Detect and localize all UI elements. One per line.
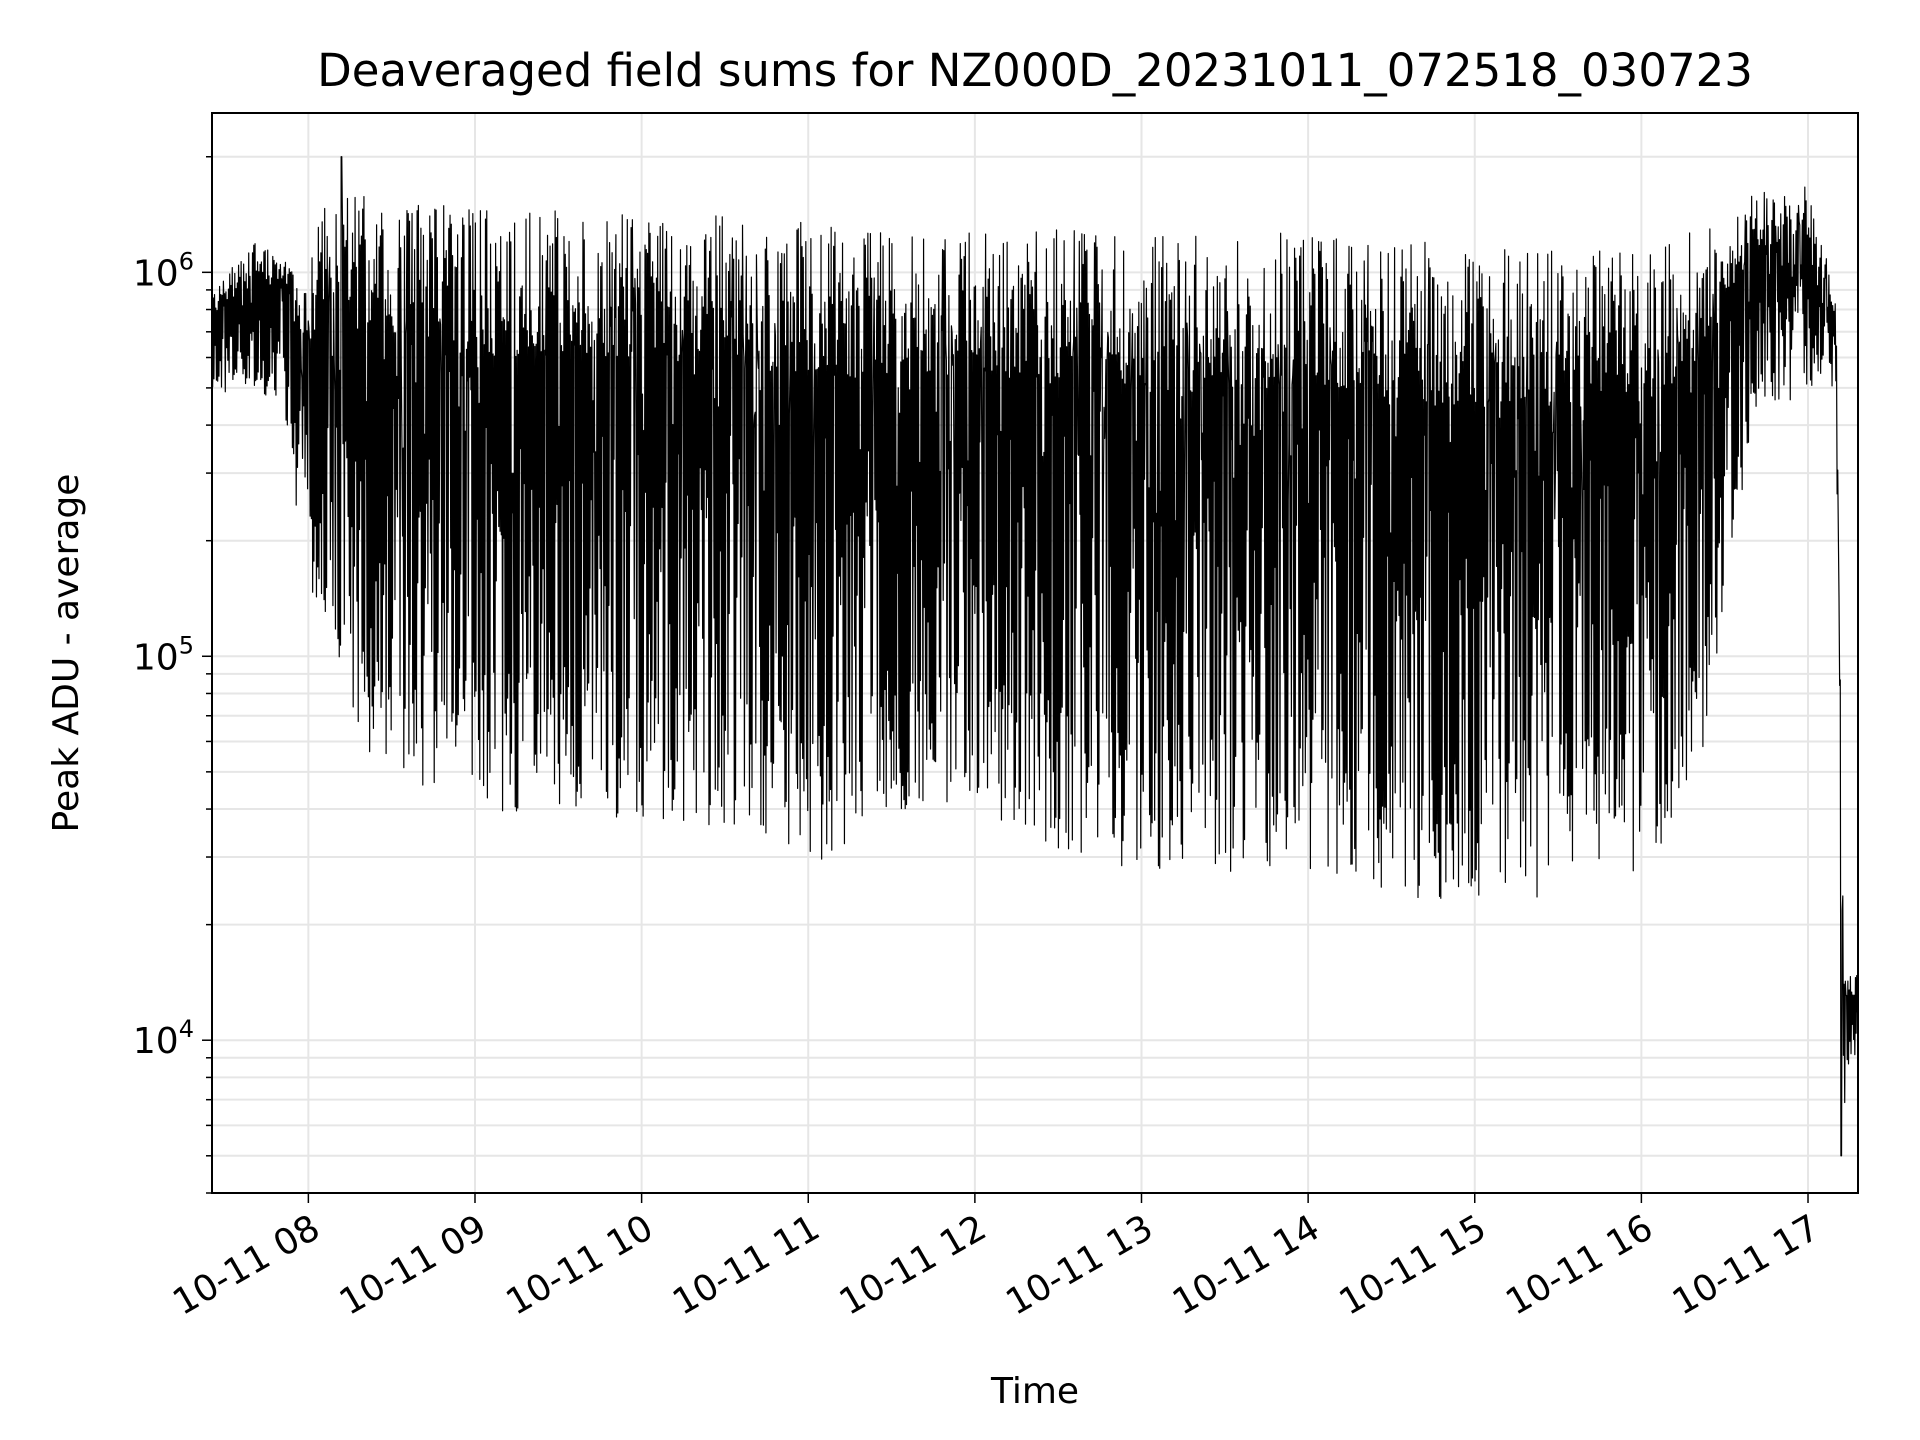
- x-axis-label: Time: [990, 1371, 1079, 1412]
- y-tick-label: 105: [133, 631, 194, 678]
- y-tick-label: 104: [133, 1015, 194, 1062]
- plot-frame: [211, 112, 1859, 1194]
- series-line: [211, 156, 1859, 1157]
- x-tick-label: 10-11 14: [1166, 1207, 1327, 1323]
- y-tick-label: 106: [133, 247, 194, 294]
- x-tick-label: 10-11 13: [999, 1207, 1160, 1323]
- x-tick-label: 10-11 17: [1666, 1207, 1827, 1323]
- x-tick-label: 10-11 15: [1333, 1207, 1494, 1323]
- chart-title: Deaveraged field sums for NZ000D_2023101…: [317, 44, 1753, 97]
- y-axis: 104 105 106: [133, 155, 212, 1194]
- x-tick-label: 10-11 09: [333, 1207, 494, 1323]
- y-axis-label: Peak ADU - average: [46, 474, 87, 833]
- x-tick-label: 10-11 10: [499, 1207, 660, 1323]
- x-tick-label: 10-11 16: [1499, 1207, 1660, 1323]
- x-tick-label: 10-11 11: [666, 1207, 827, 1323]
- x-axis: 10-11 08 10-11 09 10-11 10 10-11 11 10-11 12…: [166, 1193, 1827, 1324]
- series-layer: [211, 156, 1859, 1157]
- x-tick-label: 10-11 12: [833, 1207, 994, 1323]
- x-tick-label: 10-11 08: [166, 1207, 327, 1323]
